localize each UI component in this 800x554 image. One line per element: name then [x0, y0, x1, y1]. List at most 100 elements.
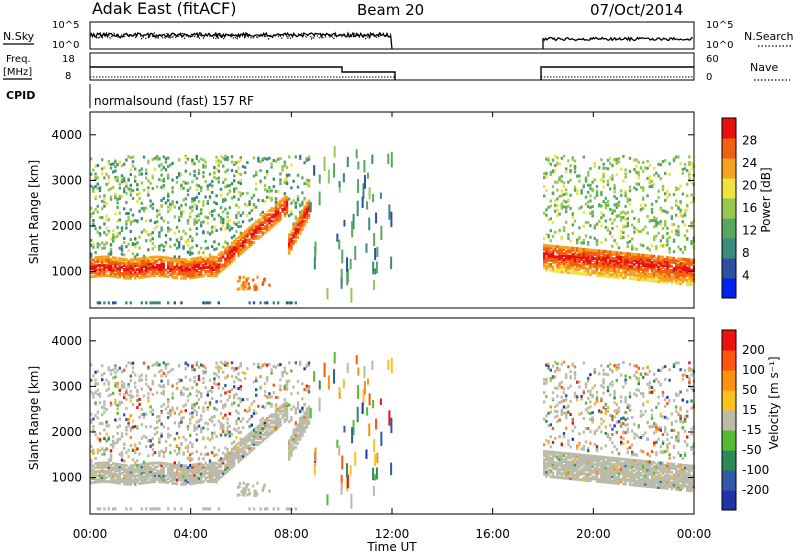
power-cell	[615, 263, 618, 267]
power-cell	[551, 244, 555, 248]
velocity-cell	[112, 468, 115, 472]
velocity-cell	[101, 467, 104, 471]
power-cell	[305, 182, 308, 186]
velocity-cell	[189, 378, 192, 382]
velocity-cell	[208, 507, 212, 511]
power-cell	[635, 247, 638, 251]
velocity-cell	[195, 401, 198, 405]
power-cell	[681, 276, 684, 280]
power-cell	[131, 268, 135, 272]
power-cell	[578, 226, 581, 230]
power-cell	[646, 278, 649, 282]
power-cell	[688, 280, 691, 284]
power-cell	[659, 273, 662, 277]
velocity-cell	[228, 459, 231, 463]
velocity-cell	[211, 419, 214, 423]
power-cell	[105, 172, 108, 176]
velocity-cell	[160, 368, 163, 372]
power-cell	[94, 184, 97, 188]
velocity-cell	[140, 507, 143, 511]
velocity-cell	[545, 454, 548, 458]
power-cell	[96, 257, 99, 261]
power-cell	[107, 160, 110, 164]
power-cell	[98, 195, 102, 199]
power-cell	[147, 159, 150, 163]
power-cell	[617, 267, 621, 271]
power-cell	[589, 211, 592, 215]
velocity-cell	[167, 382, 170, 386]
power-cell	[591, 210, 594, 214]
power-cell	[215, 155, 218, 159]
velocity-cell	[149, 474, 152, 478]
power-cell	[173, 215, 176, 219]
power-cell	[305, 213, 308, 217]
velocity-cell	[259, 424, 262, 428]
power-cell	[569, 250, 572, 254]
velocity-cell	[366, 407, 369, 416]
velocity-cell	[230, 366, 234, 370]
power-cell	[686, 266, 689, 270]
power-cell	[215, 228, 218, 232]
power-cell	[595, 222, 599, 226]
velocity-cell	[125, 406, 128, 410]
power-cell	[239, 233, 242, 237]
velocity-cell	[96, 478, 99, 482]
power-cell	[107, 301, 110, 305]
power-cell	[98, 263, 102, 267]
velocity-cell	[303, 421, 306, 425]
power-cell	[349, 258, 352, 270]
velocity-cell	[237, 441, 240, 445]
velocity-cell	[292, 445, 295, 449]
power-cell	[543, 266, 546, 270]
power-cell	[153, 255, 157, 259]
power-cell	[156, 224, 159, 228]
power-cell	[138, 265, 141, 269]
power-cell	[142, 188, 146, 192]
velocity-cell	[543, 454, 546, 458]
velocity-cell	[140, 373, 143, 377]
power-cell	[246, 214, 249, 218]
power-cell	[169, 202, 172, 206]
velocity-cell	[206, 467, 209, 471]
power-cell	[631, 244, 634, 248]
velocity-cell	[158, 415, 161, 419]
velocity-cell	[197, 390, 201, 394]
power-cell	[549, 250, 552, 254]
power-cell	[582, 272, 585, 276]
power-cell	[543, 245, 546, 249]
power-cell	[620, 167, 623, 171]
velocity-cell	[105, 471, 108, 475]
power-cell	[609, 230, 612, 234]
velocity-cell	[118, 366, 121, 370]
power-cell	[624, 172, 627, 176]
velocity-cell	[213, 472, 216, 476]
velocity-cell	[107, 480, 110, 484]
power-cell	[622, 268, 625, 272]
power-cell	[362, 183, 365, 199]
power-cell	[655, 271, 658, 275]
velocity-cell	[171, 467, 174, 471]
velocity-cell	[376, 452, 379, 464]
power-cell	[164, 268, 168, 272]
velocity-cell	[186, 427, 190, 431]
power-cell	[109, 197, 113, 201]
power-cell	[666, 280, 669, 284]
power-cell	[285, 301, 289, 305]
power-cell	[679, 278, 682, 282]
velocity-cell	[204, 469, 207, 473]
power-cell	[587, 220, 590, 224]
power-cell	[140, 201, 143, 205]
velocity-cell	[213, 463, 216, 467]
power-cell	[171, 263, 174, 267]
velocity-cell	[195, 469, 198, 473]
velocity-cell	[118, 403, 121, 407]
cpid-mode: normalsound (fast) 157 RF	[94, 94, 254, 108]
power-cell	[266, 219, 269, 223]
power-cell	[272, 221, 275, 225]
power-cell	[600, 266, 603, 270]
power-cell	[657, 174, 660, 178]
power-cell	[105, 241, 108, 245]
velocity-cell	[123, 368, 126, 372]
velocity-cell	[94, 462, 97, 466]
power-cell	[145, 258, 148, 262]
